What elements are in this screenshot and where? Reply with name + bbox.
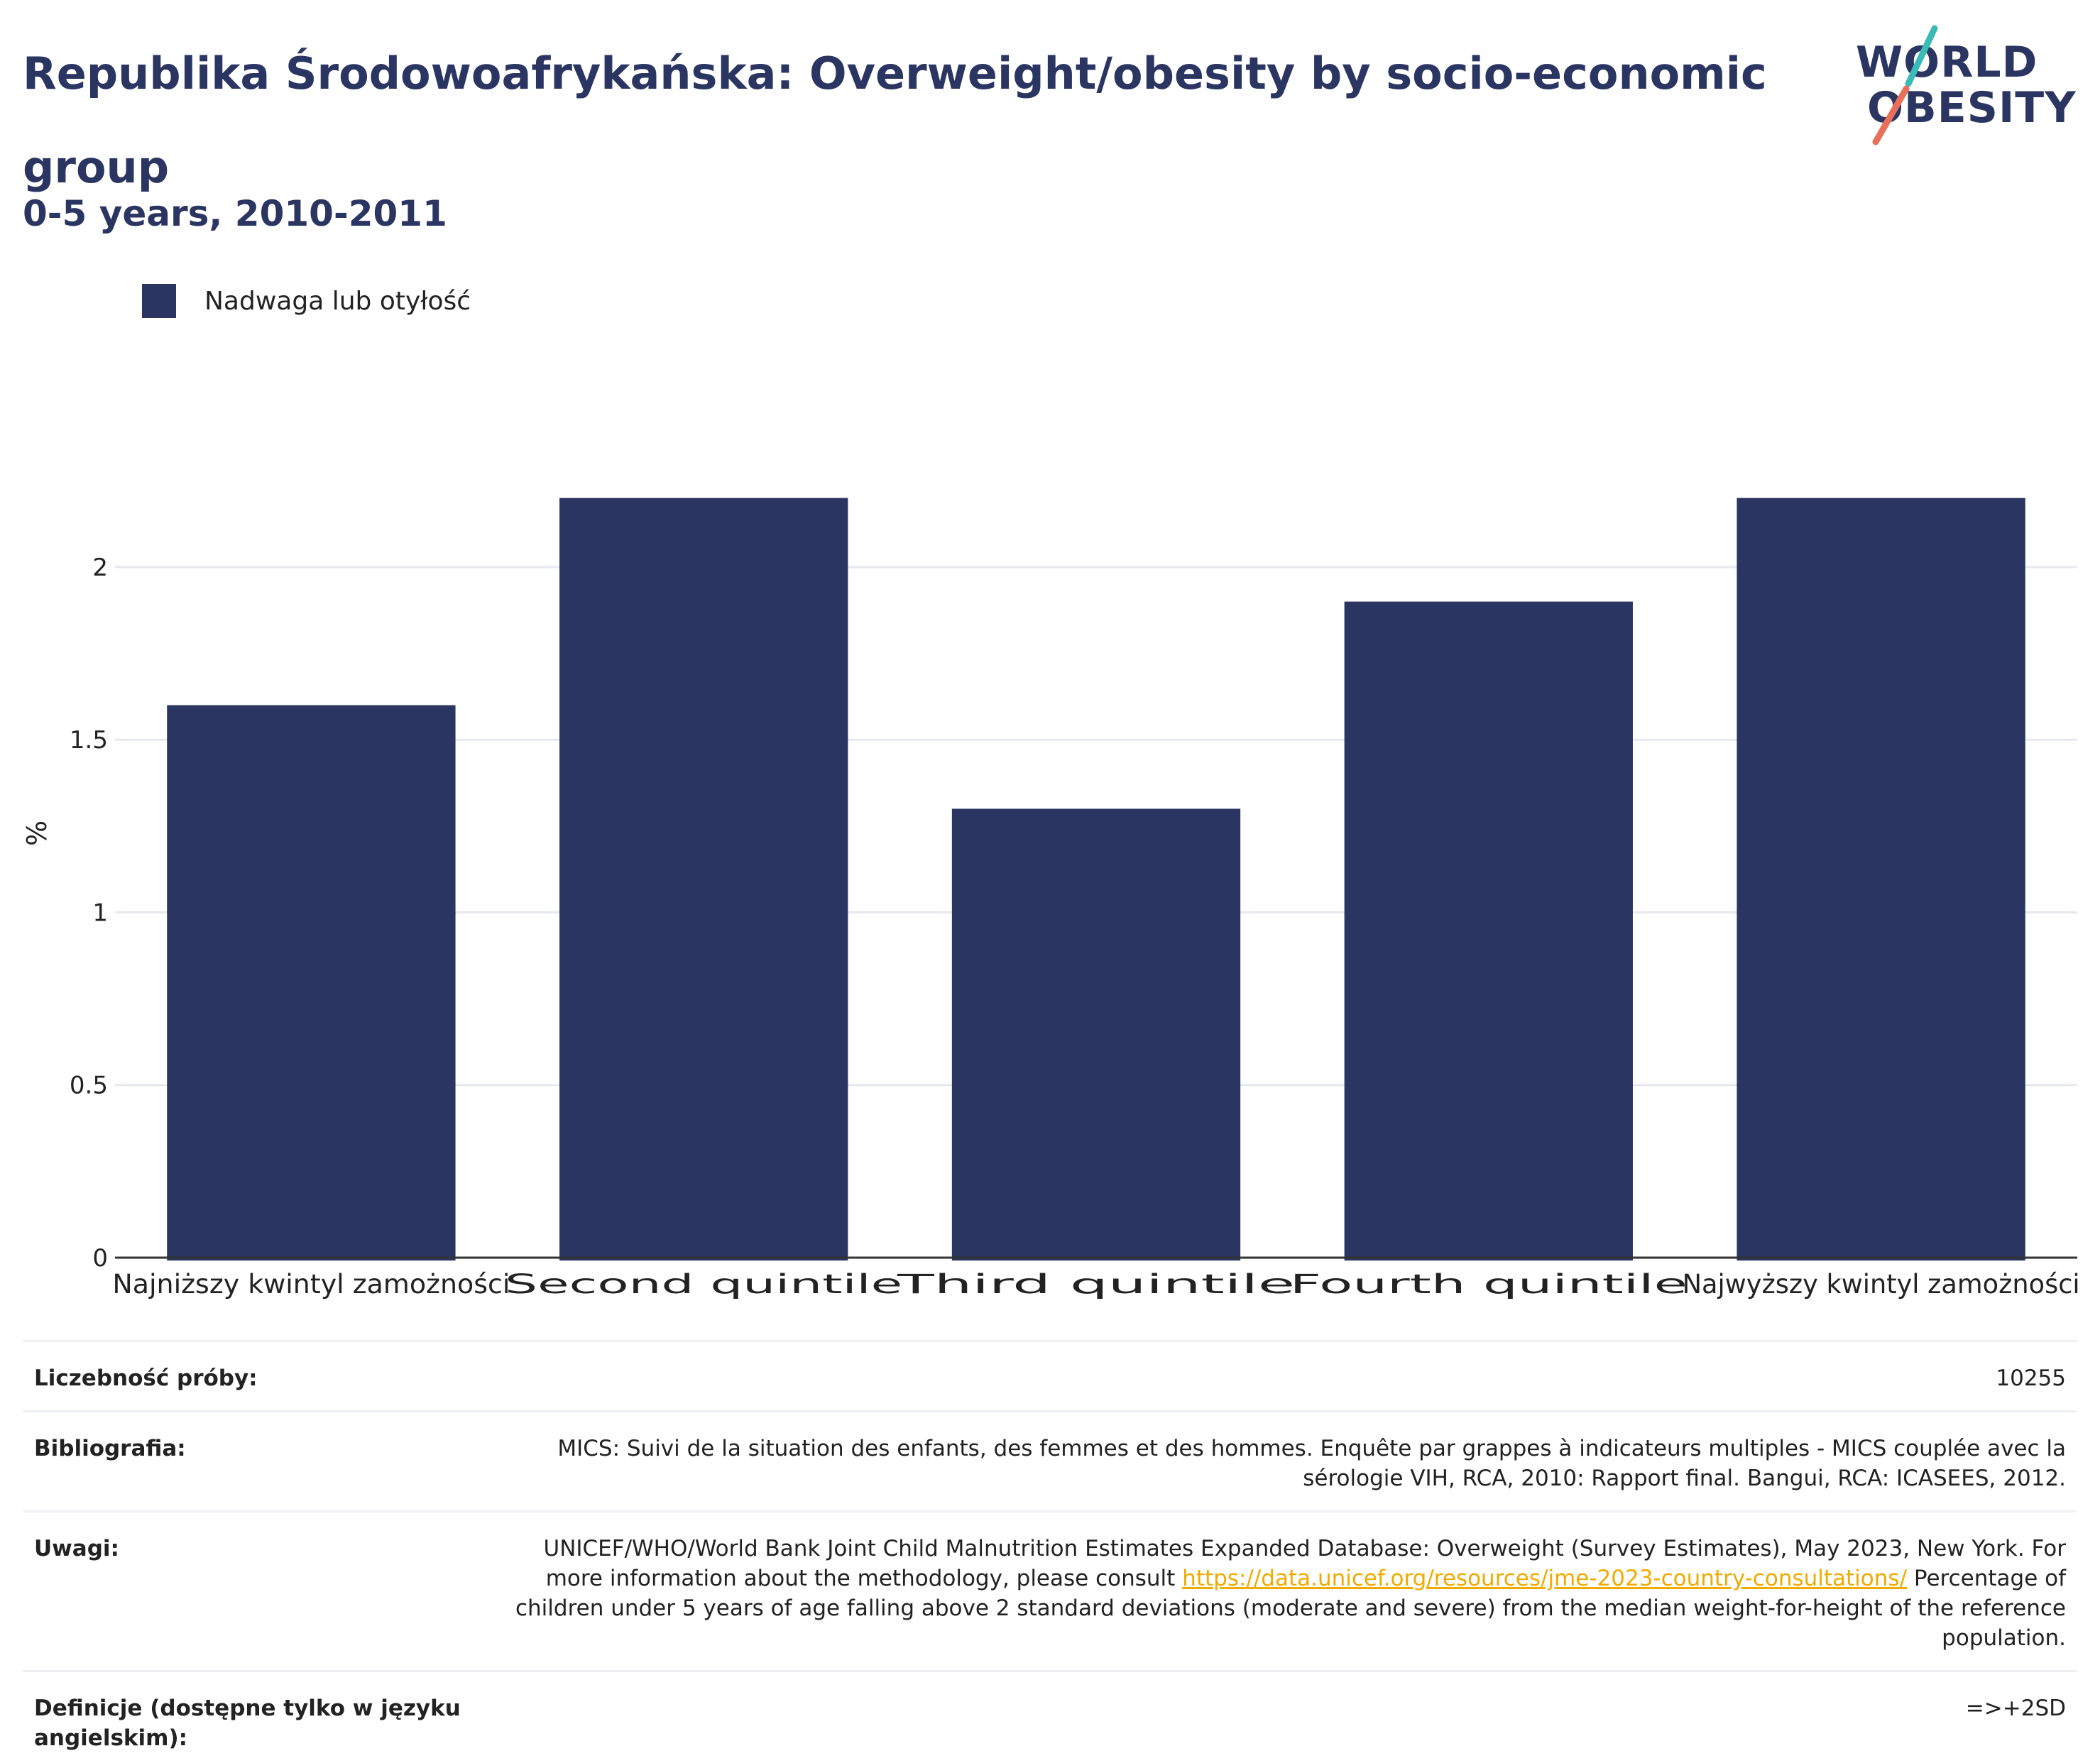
bar: [559, 498, 848, 1261]
legend-label: Nadwaga lub otyłość: [204, 286, 471, 316]
bar: [167, 705, 456, 1261]
info-label-bibliography: Bibliografia:: [34, 1436, 186, 1461]
x-tick-label: Najwyższy kwintyl zamożności: [1683, 1269, 2080, 1300]
y-tick-label: 2: [92, 554, 108, 582]
y-tick-label: 0: [92, 1244, 108, 1273]
info-label-sample-size: Liczebność próby:: [34, 1366, 258, 1391]
bar-chart: 0 0.5 1 1.5 2 Najniższy kwintyl zamożności Sec…: [0, 397, 2100, 1320]
x-tick-label: Najniższy kwintyl zamożności: [112, 1269, 510, 1300]
info-row-sample-size: Liczebność próby: 10255: [23, 1340, 2077, 1410]
info-row-bibliography: Bibliografia: MICS: Suivi de la situatio…: [23, 1410, 2077, 1510]
x-tick-label: Second quintile: [505, 1269, 902, 1300]
chart-title-line2: group: [23, 141, 170, 193]
bar: [1344, 601, 1633, 1261]
y-tick-label: 1: [92, 899, 108, 927]
bar: [1737, 498, 2025, 1261]
x-tick-label: Fourth quintile: [1290, 1269, 1688, 1300]
info-row-definitions: Definicje (dostępne tylko w języku angie…: [23, 1670, 2077, 1763]
legend: Nadwaga lub otyłość: [142, 282, 471, 319]
info-label-notes: Uwagi:: [34, 1536, 119, 1561]
x-tick-label: Third quintile: [896, 1269, 1295, 1300]
info-table: Liczebność próby: 10255 Bibliografia: MI…: [23, 1340, 2077, 1763]
logo-slash-icon: [1872, 25, 1938, 145]
info-value-sample-size: 10255: [1996, 1366, 2066, 1391]
bar: [951, 808, 1241, 1261]
y-tick-label: 0.5: [70, 1072, 108, 1100]
info-row-notes: Uwagi: UNICEF/WHO/World Bank Joint Child…: [23, 1510, 2077, 1670]
y-axis-title: %: [21, 820, 53, 846]
chart-svg: 0 0.5 1 1.5 2 Najniższy kwintyl zamożnościSec…: [70, 498, 2080, 1300]
info-value-notes: UNICEF/WHO/World Bank Joint Child Malnut…: [504, 1534, 2066, 1653]
world-obesity-logo: WORLD OBESITY: [1853, 21, 2087, 149]
info-value-bibliography: MICS: Suivi de la situation des enfants,…: [557, 1436, 2066, 1491]
chart-title: Republika Środowoafrykańska: Overweight/…: [23, 27, 1783, 214]
notes-text-post: Percentage of children under 5 years of …: [515, 1566, 2066, 1651]
chart-title-line1: Republika Środowoafrykańska: Overweight/…: [23, 48, 1767, 99]
info-label-definitions: Definicje (dostępne tylko w języku angie…: [34, 1696, 461, 1751]
legend-swatch: [142, 284, 176, 318]
chart-subtitle: 0-5 years, 2010-2011: [23, 193, 447, 234]
notes-text-pre: UNICEF/WHO/World Bank Joint Child Malnut…: [543, 1536, 2067, 1591]
logo-line1: WORLD: [1856, 38, 2038, 87]
y-tick-label: 1.5: [70, 726, 108, 754]
methodology-link[interactable]: https://data.unicef.org/resources/jme-20…: [1182, 1566, 1908, 1591]
info-value-definitions: =>+2SD: [1965, 1696, 2066, 1721]
